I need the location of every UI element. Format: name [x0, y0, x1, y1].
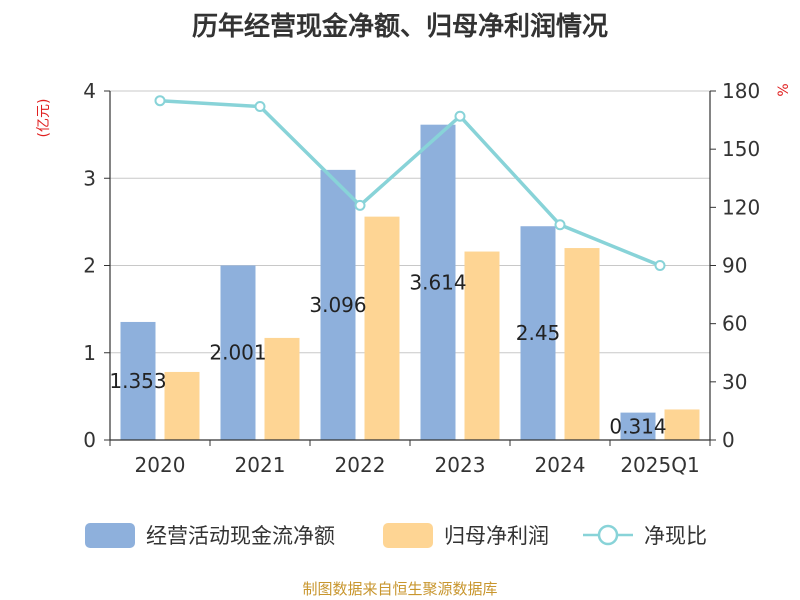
y-tick-label: 2: [83, 254, 96, 278]
legend: 经营活动现金流净额 归母净利润 净现比: [85, 523, 707, 548]
bar-net-profit: [564, 248, 600, 440]
bar-cash-flow: [420, 124, 456, 440]
data-label-cash-flow: 2.001: [209, 341, 266, 365]
y-tick-label: 3: [83, 166, 96, 190]
y2-tick-label: 180: [722, 79, 760, 103]
legend-label-net-profit: 归母净利润: [444, 524, 549, 548]
axes: 0 1 2 3 4 0 30 60 90 120 150 180 (亿元)% 2020 2021 2022 20…: [36, 79, 792, 477]
legend-label-ratio: 净现比: [644, 524, 707, 548]
y2-tick-label: 120: [722, 195, 760, 219]
bar-net-profit: [664, 409, 700, 440]
bar-net-profit: [164, 371, 200, 440]
data-label-cash-flow: 2.45: [516, 321, 561, 345]
y-tick-label: 0: [83, 428, 96, 452]
y2-tick-label: 150: [722, 137, 760, 161]
y-tick-label: 4: [83, 79, 96, 103]
x-tick-label: 2021: [235, 453, 286, 477]
bar-cash-flow: [120, 321, 156, 440]
x-tick-label: 2020: [135, 453, 186, 477]
data-labels: 1.353 2.001 3.096 3.614 2.45 0.314: [109, 270, 666, 438]
x-tick-label: 2025Q1: [620, 453, 699, 477]
x-tick-label: 2022: [335, 453, 386, 477]
x-tick-label: 2024: [535, 453, 586, 477]
bar-net-profit: [264, 337, 300, 440]
data-label-cash-flow: 1.353: [109, 369, 166, 393]
y2-tick-label: 60: [722, 312, 747, 336]
y2-tick-label: 90: [722, 254, 747, 278]
source-note: 制图数据来自恒生聚源数据库: [302, 580, 498, 598]
ratio-point: [154, 95, 166, 107]
legend-swatch-cash-flow: [85, 523, 135, 548]
y2-tick-label: 0: [722, 428, 735, 452]
ratio-point: [654, 260, 666, 271]
ratio-point: [254, 101, 266, 113]
gridlines: [110, 90, 710, 354]
bar-series: [120, 124, 700, 440]
legend-label-cash-flow: 经营活动现金流净额: [146, 524, 335, 548]
bar-net-profit: [364, 216, 400, 440]
ratio-line-series: [154, 95, 666, 271]
ratio-point: [454, 110, 466, 122]
bar-cash-flow: [320, 169, 356, 440]
x-tick-label: 2023: [435, 453, 486, 477]
y-tick-label: 1: [83, 341, 96, 365]
y-axis-label: (亿元): [36, 99, 52, 138]
chart-title: 历年经营现金净额、归母净利润情况: [191, 12, 608, 42]
data-label-cash-flow: 3.614: [409, 270, 466, 294]
ratio-point: [354, 199, 366, 211]
bar-net-profit: [464, 251, 500, 440]
y2-axis-label: %: [776, 83, 792, 96]
ratio-point: [554, 219, 566, 231]
y2-tick-label: 30: [722, 370, 747, 394]
legend-swatch-ratio-marker: [597, 524, 619, 546]
data-label-cash-flow: 3.096: [309, 293, 366, 317]
bar-cash-flow: [220, 265, 256, 440]
bar-cash-flow: [620, 412, 656, 440]
legend-swatch-net-profit: [383, 523, 433, 548]
bar-cash-flow: [520, 226, 556, 440]
data-label-cash-flow: 0.314: [609, 414, 666, 438]
ratio-line: [159, 98, 661, 268]
